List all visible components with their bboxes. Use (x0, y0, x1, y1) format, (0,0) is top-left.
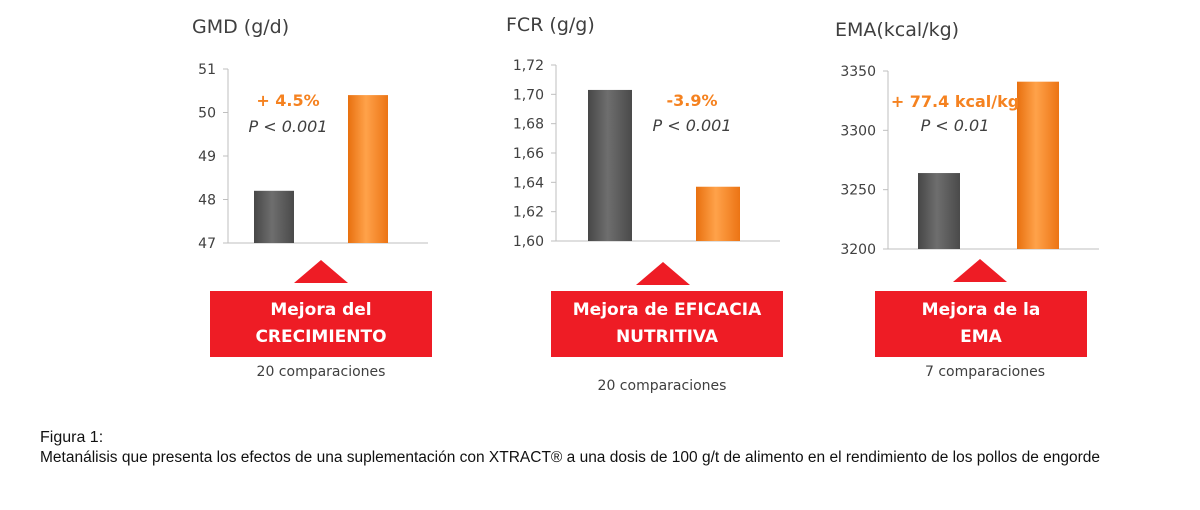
chart-plot: 3200 3250 3300 3350 + 77.4 kcal/kg P < 0.01 (840, 64, 1099, 258)
change-annotation: -3.9% (666, 91, 717, 110)
chart-title: FCR (g/g) (506, 14, 595, 36)
callout-box: Mejora de la EMA (875, 291, 1087, 357)
callout-line-2: CRECIMIENTO (255, 327, 387, 347)
chart-title: GMD (g/d) (192, 16, 290, 38)
callout-line-1: Mejora del (270, 300, 372, 320)
y-tick-label: 50 (198, 106, 216, 122)
y-tick-label: 1,64 (513, 175, 544, 191)
callout-line-1: Mejora de EFICACIA (572, 300, 762, 320)
bar-xtract (696, 186, 740, 241)
y-tick-label: 3250 (840, 183, 876, 199)
callout-arrow (294, 260, 348, 283)
chart-panel-fcr: FCR (g/g) 1,60 1,62 1,64 1,66 1,68 1,70 1,72 -3… (0, 0, 783, 410)
y-tick-label: 1,66 (513, 146, 544, 162)
chart-title: EMA(kcal/kg) (835, 19, 960, 41)
chart-panel-gmd: GMD (g/d) 47 48 49 50 51 + 4.5% P < 0.001 Mejo… (0, 0, 432, 410)
callout-arrow (636, 262, 690, 285)
chart-plot: 1,60 1,62 1,64 1,66 1,68 1,70 1,72 -3.9% P < 0.0… (513, 58, 780, 250)
p-value-annotation: P < 0.01 (921, 116, 990, 135)
p-value-annotation: P < 0.001 (652, 116, 731, 135)
bar-control (918, 173, 960, 249)
change-annotation: + 4.5% (256, 91, 319, 110)
y-tick-label: 1,60 (513, 234, 544, 250)
y-tick-label: 3200 (840, 242, 876, 258)
callout-arrow (953, 259, 1007, 282)
y-tick-label: 3300 (840, 123, 876, 139)
y-tick-label: 1,62 (513, 205, 544, 221)
caption-text: Metanálisis que presenta los efectos de … (40, 449, 1101, 466)
bar-control (254, 190, 294, 243)
y-tick-label: 1,68 (513, 117, 544, 133)
y-tick-label: 51 (198, 62, 216, 78)
y-tick-label: 48 (198, 193, 216, 209)
callout-box: Mejora del CRECIMIENTO (210, 291, 432, 357)
change-annotation: + 77.4 kcal/kg (891, 92, 1019, 111)
chart-plot: 47 48 49 50 51 + 4.5% P < 0.001 (198, 62, 428, 252)
callout-box: Mejora de EFICACIA NUTRITIVA (551, 291, 783, 357)
y-tick-label: 47 (198, 236, 216, 252)
figure-caption: Figura 1: Metanálisis que presenta los e… (40, 428, 1180, 468)
callout-line-2: NUTRITIVA (615, 327, 719, 347)
chart-panel-ema: EMA(kcal/kg) 3200 3250 3300 3350 + 77.4 kcal… (0, 0, 1099, 410)
callout-line-1: Mejora de la (921, 300, 1041, 320)
callout-line-2: EMA (960, 327, 1002, 347)
y-tick-label: 3350 (840, 64, 876, 80)
y-tick-label: 49 (198, 149, 216, 165)
p-value-annotation: P < 0.001 (248, 117, 327, 136)
bar-xtract (1017, 81, 1059, 250)
bar-xtract (348, 95, 388, 243)
y-tick-label: 1,70 (513, 87, 544, 103)
y-tick-label: 1,72 (513, 58, 544, 74)
comparisons-note: 20 comparaciones (597, 378, 727, 394)
comparisons-note: 20 comparaciones (256, 364, 386, 380)
caption-label: Figura 1: (40, 429, 104, 446)
bar-control (588, 89, 632, 241)
comparisons-note: 7 comparaciones (925, 364, 1045, 380)
